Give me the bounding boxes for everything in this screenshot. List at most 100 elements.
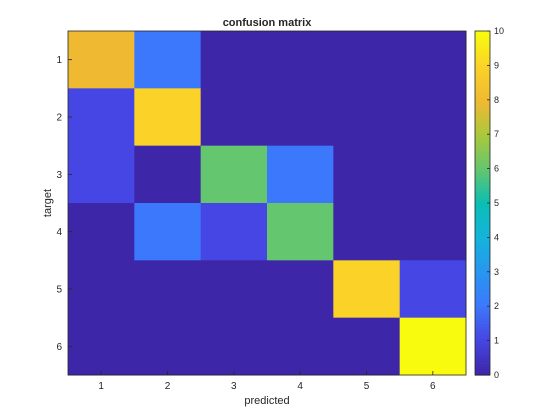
colorbar-segment <box>475 165 490 170</box>
colorbar-segment <box>475 223 490 227</box>
colorbar-segment <box>475 334 490 339</box>
heatmap-cell <box>333 260 401 319</box>
x-tick-label: 1 <box>98 381 104 392</box>
colorbar-segment <box>475 56 490 61</box>
colorbar-segment <box>475 114 490 118</box>
colorbar-segment <box>475 119 490 124</box>
colorbar-segment <box>475 125 490 130</box>
colorbar-segment <box>475 369 490 373</box>
colorbar-segment <box>475 231 490 236</box>
colorbar-segment <box>475 71 490 75</box>
colorbar-segment <box>475 208 490 213</box>
colorbar-segment <box>475 337 490 342</box>
colorbar-segment <box>475 145 490 150</box>
x-tick-label: 6 <box>430 381 436 392</box>
heatmap-cell <box>134 88 202 147</box>
colorbar-segment <box>475 243 490 247</box>
colorbar-segment <box>475 105 490 109</box>
heatmap-cell <box>267 31 334 89</box>
colorbar-segment <box>475 154 490 158</box>
heatmap-cell <box>399 317 467 376</box>
heatmap-cell <box>200 88 268 147</box>
colorbar-segment <box>475 62 490 66</box>
colorbar-segment <box>475 122 490 127</box>
colorbar-segment <box>475 205 490 210</box>
colorbar-segment <box>475 168 490 173</box>
heatmap-cell <box>68 260 135 319</box>
colorbar-segment <box>475 157 490 161</box>
colorbar-segment <box>475 88 490 92</box>
colorbar-tick-label: 2 <box>494 301 499 311</box>
colorbar-tick-label: 3 <box>494 267 499 277</box>
colorbar-segment <box>475 180 490 184</box>
heatmap-cell <box>134 260 202 319</box>
colorbar-segment <box>475 303 490 307</box>
colorbar-segment <box>475 283 490 287</box>
colorbar-segment <box>475 171 490 175</box>
colorbar-segment <box>475 33 490 38</box>
heatmap-cell <box>134 203 202 261</box>
colorbar-segment <box>475 76 490 81</box>
y-tick-label: 2 <box>56 113 62 124</box>
x-tick-label: 5 <box>364 381 370 392</box>
heatmap-cell <box>333 203 401 261</box>
colorbar-tick-label: 6 <box>494 164 499 174</box>
colorbar-segment <box>475 96 490 101</box>
colorbar-segment <box>475 340 490 345</box>
colorbar-segment <box>475 263 490 267</box>
heatmap-cell <box>68 317 135 376</box>
colorbar-segment <box>475 31 490 35</box>
x-axis-label: predicted <box>244 395 289 407</box>
colorbar-segment <box>475 254 490 259</box>
colorbar-segment <box>475 271 490 276</box>
heatmap-cell <box>333 88 401 147</box>
colorbar-tick-label: 9 <box>494 60 499 70</box>
colorbar-segment <box>475 260 490 264</box>
colorbar-segment <box>475 91 490 95</box>
colorbar-segment <box>475 268 490 273</box>
colorbar-segment <box>475 134 490 138</box>
colorbar-segment <box>475 291 490 296</box>
colorbar-tick-label: 0 <box>494 370 499 380</box>
heatmap-cell <box>399 145 467 204</box>
colorbar-segment <box>475 102 490 107</box>
colorbar-segment <box>475 248 490 253</box>
heatmap-cell <box>200 145 268 204</box>
colorbar <box>475 31 490 376</box>
colorbar-segment <box>475 151 490 155</box>
colorbar-segment <box>475 300 490 304</box>
colorbar-tick-label: 7 <box>494 129 499 139</box>
colorbar-segment <box>475 257 490 261</box>
heatmap-cells <box>68 31 467 376</box>
heatmap-cell <box>267 203 334 261</box>
colorbar-segment <box>475 266 490 270</box>
heatmap-cell <box>200 31 268 89</box>
colorbar-segment <box>475 200 490 204</box>
x-tick-label: 2 <box>165 381 171 392</box>
heatmap-cell <box>134 317 202 376</box>
colorbar-segment <box>475 220 490 224</box>
x-tick-label: 4 <box>297 381 303 392</box>
colorbar-segment <box>475 234 490 238</box>
colorbar-segment <box>475 108 490 112</box>
x-axis-ticks: 1 2 3 4 5 6 <box>98 371 436 392</box>
heatmap-cell <box>68 88 135 147</box>
colorbar-segment <box>475 177 490 181</box>
heatmap-cell <box>68 31 135 89</box>
colorbar-segment <box>475 99 490 104</box>
colorbar-segment <box>475 174 490 178</box>
heatmap-cell <box>267 317 334 376</box>
colorbar-segment <box>475 131 490 135</box>
colorbar-segment <box>475 346 490 350</box>
colorbar-segment <box>475 142 490 147</box>
colorbar-segment <box>475 45 490 49</box>
colorbar-segment <box>475 314 490 319</box>
colorbar-segment <box>475 148 490 152</box>
heatmap-cell <box>333 31 401 89</box>
colorbar-segment <box>475 182 490 187</box>
heatmap-cell <box>399 203 467 261</box>
colorbar-segment <box>475 194 490 198</box>
heatmap-cell <box>134 145 202 204</box>
colorbar-segment <box>475 117 490 121</box>
heatmap-cell <box>399 260 467 319</box>
